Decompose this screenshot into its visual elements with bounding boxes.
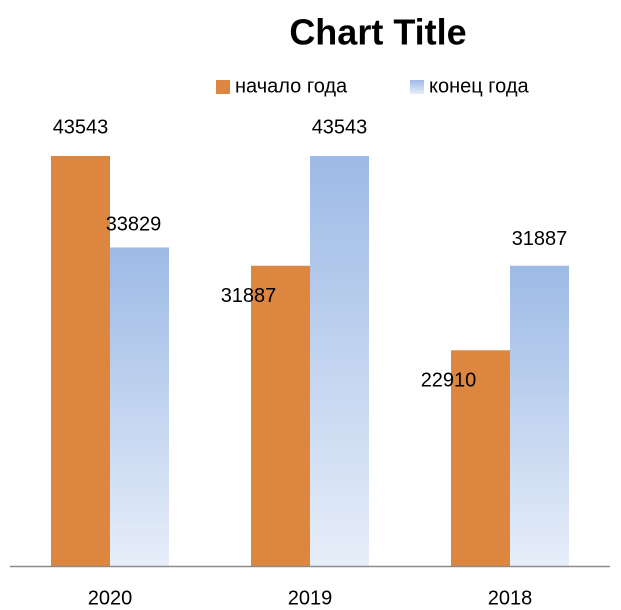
data-label: 43543 (312, 116, 368, 138)
x-tick-label: 2020 (88, 587, 133, 609)
bar (251, 265, 310, 566)
data-label: 31887 (512, 228, 568, 250)
legend-swatch (410, 80, 424, 94)
legend-swatch (216, 80, 230, 94)
chart-title: Chart Title (289, 12, 466, 53)
data-label: 22910 (421, 370, 477, 392)
data-label: 43543 (53, 116, 109, 138)
bar (310, 156, 369, 566)
legend-label: начало года (235, 75, 348, 97)
bar (51, 156, 110, 566)
bar (110, 247, 169, 566)
legend-label: конец года (429, 75, 529, 97)
bar (451, 350, 510, 566)
x-tick-label: 2019 (288, 587, 333, 609)
data-label: 33829 (106, 214, 162, 236)
bar (510, 265, 569, 566)
x-tick-label: 2018 (488, 587, 533, 609)
data-label: 31887 (221, 285, 277, 307)
